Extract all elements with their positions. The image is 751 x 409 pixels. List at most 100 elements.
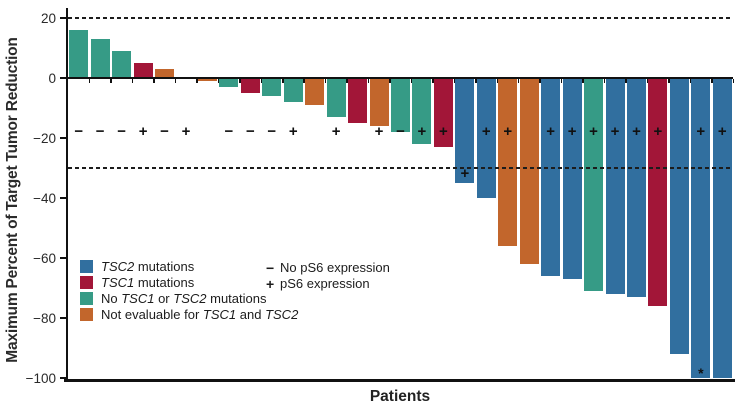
bar-patient-29 (669, 78, 689, 354)
x-tick (539, 79, 541, 83)
bar-patient-19 (455, 78, 475, 183)
dashed-reference-line-20 (68, 17, 730, 19)
y-tick (60, 197, 67, 199)
y-tick-label: −60 (33, 251, 56, 266)
x-tick (582, 79, 584, 83)
legend-item-tsc1: TSC1 mutations (80, 276, 298, 289)
legend-item-none: No TSC1 or TSC2 mutations (80, 292, 298, 305)
legend-label-tsc2: TSC2 mutations (101, 259, 195, 274)
y-tick-label: −40 (33, 191, 56, 206)
bar-patient-15 (369, 78, 389, 126)
bar-patient-12 (305, 78, 325, 105)
x-tick (668, 79, 670, 83)
bar-patient-16 (391, 78, 410, 132)
bar-patient-10 (262, 78, 282, 96)
x-tick (174, 79, 177, 83)
legend-label-tsc1: TSC1 mutations (101, 275, 195, 290)
ps6-legend-symbol-0: − (266, 259, 275, 276)
y-tick-label: −20 (33, 131, 56, 146)
x-tick (110, 79, 112, 83)
bar-patient-3 (112, 51, 132, 78)
bar-patient-13 (326, 78, 346, 117)
y-tick (60, 77, 67, 79)
x-tick (239, 79, 241, 83)
bar-patient-2 (90, 39, 110, 78)
y-axis-title: Maximum Percent of Target Tumor Reductio… (4, 37, 21, 363)
y-tick-label: 0 (48, 71, 56, 86)
y-tick (60, 317, 67, 319)
x-tick (282, 79, 284, 83)
x-tick (517, 79, 520, 83)
ps6-expression-legend: − No pS6 expression + pS6 expression (266, 261, 390, 293)
x-tick (324, 79, 327, 83)
x-tick (131, 79, 134, 83)
bar-patient-31 (712, 78, 732, 378)
y-tick (60, 17, 67, 19)
bar-patient-11 (283, 78, 303, 102)
y-tick (60, 377, 67, 379)
bar-patient-4 (133, 63, 153, 78)
x-tick (432, 79, 434, 83)
bar-patient-1 (69, 30, 89, 78)
x-tick (88, 79, 91, 83)
x-tick (732, 79, 734, 83)
x-tick (367, 79, 370, 83)
x-tick (689, 79, 692, 83)
y-axis-line (66, 8, 68, 382)
bar-patient-25 (584, 78, 604, 291)
x-tick (475, 79, 477, 83)
zero-baseline (67, 77, 733, 79)
x-tick (646, 79, 649, 83)
bar-patient-14 (348, 78, 368, 123)
y-tick (60, 257, 67, 259)
x-tick (453, 79, 456, 83)
bar-patient-24 (562, 78, 582, 279)
x-tick (560, 79, 563, 83)
x-tick (153, 79, 155, 83)
bar-patient-21 (498, 78, 518, 246)
mutation-legend: TSC2 mutations TSC1 mutations No TSC1 or T… (80, 260, 298, 324)
bar-patient-28 (648, 78, 668, 306)
bar-patient-7 (197, 78, 217, 81)
x-tick (260, 79, 263, 83)
bar-patient-30 (691, 78, 711, 378)
x-tick (196, 79, 198, 83)
bar-patient-27 (626, 78, 646, 297)
y-tick (60, 137, 67, 139)
x-tick (410, 79, 413, 83)
legend-swatch-none (80, 292, 93, 305)
bar-patient-17 (412, 78, 432, 144)
ps6-legend-text-1: pS6 expression (280, 276, 370, 291)
bar-patient-26 (605, 78, 625, 294)
bar-patient-18 (433, 78, 453, 147)
x-tick (603, 79, 606, 83)
bar-patient-5 (155, 69, 175, 78)
x-tick (625, 79, 627, 83)
x-axis-title: Patients (369, 388, 431, 405)
ps6-legend-symbol-1: + (266, 275, 275, 292)
x-tick (217, 79, 220, 83)
legend-swatch-tsc1 (80, 276, 93, 289)
x-tick (496, 79, 499, 83)
bar-patient-22 (519, 78, 539, 264)
legend-label-none: No TSC1 or TSC2 mutations (101, 291, 267, 306)
legend-item-tsc2: TSC2 mutations (80, 260, 298, 273)
x-tick (303, 79, 305, 83)
legend-swatch-tsc2 (80, 260, 93, 273)
bar-patient-8 (219, 78, 239, 87)
legend-label-not_evaluable: Not evaluable for TSC1 and TSC2 (101, 307, 299, 322)
y-tick-label: 20 (40, 11, 56, 26)
x-tick (346, 79, 348, 83)
bar-patient-9 (240, 78, 260, 93)
x-axis-bottom-line (64, 379, 735, 382)
ps6-legend-item-1: + pS6 expression (266, 275, 390, 292)
dashed-reference-line--30 (68, 167, 730, 169)
ps6-legend-item-0: − No pS6 expression (266, 259, 390, 276)
y-tick-label: −80 (33, 311, 56, 326)
bar-patient-23 (541, 78, 561, 276)
legend-item-not_evaluable: Not evaluable for TSC1 and TSC2 (80, 308, 298, 321)
ps6-legend-text-0: No pS6 expression (280, 260, 390, 275)
x-tick (389, 79, 391, 83)
y-tick-label: −100 (25, 371, 56, 386)
